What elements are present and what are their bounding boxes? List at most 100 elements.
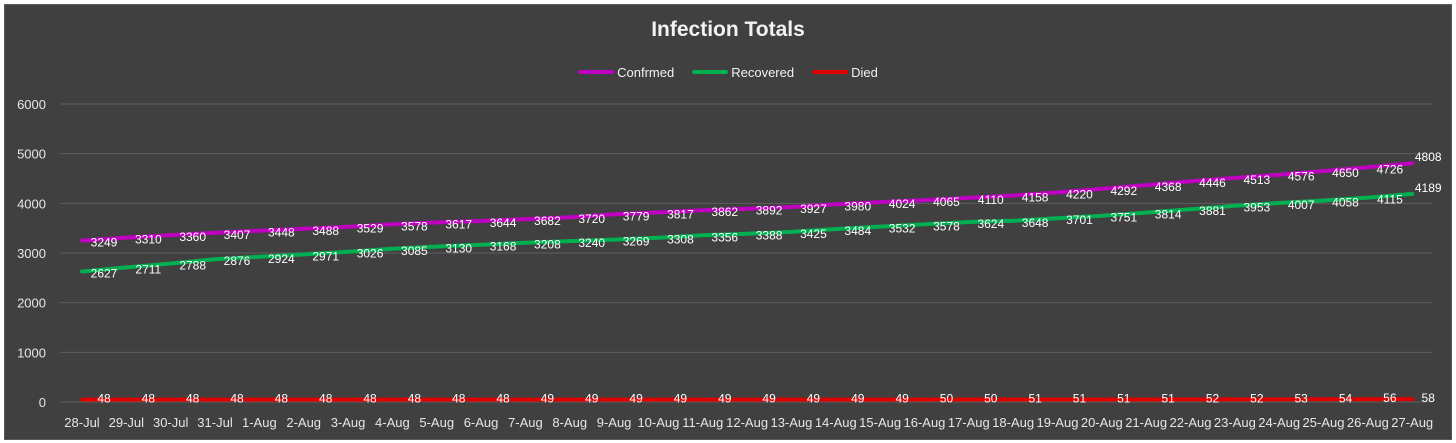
data-label: 4808 [1415,150,1442,164]
data-label: 3448 [268,226,295,240]
data-label: 3644 [490,216,517,230]
y-tick-label: 4000 [17,196,46,211]
data-label: 52 [1250,391,1264,405]
x-tick-label: 28-Jul [64,415,100,430]
data-label: 3779 [623,209,650,223]
data-label: 3269 [623,235,650,249]
data-label: 2711 [135,262,161,276]
data-label: 3624 [977,217,1004,231]
data-label: 4513 [1243,173,1270,187]
data-label: 54 [1339,391,1353,405]
x-tick-label: 17-Aug [948,415,990,430]
data-labels: 3249 3310 3360 3407 3448 3488 3529 3578 3617 3644… [91,150,1442,405]
legend-swatch-recovered [692,70,729,74]
data-label: 2876 [224,254,251,268]
data-label: 52 [1206,391,1220,405]
data-label: 3532 [889,222,916,236]
x-tick-label: 12-Aug [726,415,768,430]
data-label: 3980 [844,199,871,213]
legend: Confrmed Recovered Died [0,63,1456,81]
series-line-recovered [80,191,1415,274]
x-tick-label: 2-Aug [286,415,321,430]
chart-area[interactable] [4,4,1452,440]
data-label: 49 [629,392,643,406]
legend-label-died: Died [851,64,878,80]
data-label: 4726 [1377,162,1404,176]
legend-label-recovered: Recovered [731,64,795,80]
data-label: 3529 [357,222,384,236]
x-tick-label: 23-Aug [1214,415,1256,430]
legend-label-confirmed: Confrmed [617,64,675,80]
data-label: 58 [1422,391,1436,405]
data-label: 49 [807,392,821,406]
y-tick-label: 6000 [17,97,46,112]
data-label: 4110 [978,193,1004,207]
x-tick-label: 31-Jul [197,415,233,430]
x-tick-label: 26-Aug [1347,415,1389,430]
x-tick-label: 15-Aug [859,415,901,430]
data-label: 56 [1383,391,1397,405]
data-label: 3208 [534,238,561,252]
y-tick-label: 2000 [17,296,46,311]
data-label: 3488 [312,224,339,238]
data-label: 4368 [1155,180,1182,194]
legend-swatch-died [812,70,849,74]
data-label: 3648 [1022,216,1049,230]
x-tick-label: 21-Aug [1125,415,1167,430]
data-label: 48 [363,392,377,406]
data-label: 3130 [445,242,472,256]
x-tick-label: 25-Aug [1303,415,1345,430]
data-label: 48 [230,392,244,406]
y-tick-label: 5000 [17,147,46,162]
data-label: 2788 [179,259,206,273]
x-tick-label: 24-Aug [1258,415,1300,430]
data-label: 48 [275,392,289,406]
data-label: 51 [1073,391,1087,405]
x-tick-label: 11-Aug [682,415,723,430]
y-axis: 0 1000 2000 3000 4000 5000 6000 [17,97,46,410]
x-tick-label: 5-Aug [419,415,454,430]
legend-item-recovered: Recovered [692,65,794,80]
x-tick-label: 3-Aug [331,415,366,430]
x-tick-label: 20-Aug [1081,415,1123,430]
x-tick-label: 1-Aug [242,415,277,430]
data-label: 4650 [1332,166,1359,180]
data-label: 3484 [844,224,871,238]
x-tick-label: 30-Jul [153,415,189,430]
series-line-died [80,397,1415,402]
x-tick-label: 8-Aug [552,415,587,430]
series-line-confrmed [80,161,1415,243]
y-tick-label: 1000 [17,345,46,360]
legend-swatch-confirmed [578,70,615,74]
data-label: 4007 [1288,198,1315,212]
data-label: 4158 [1022,190,1049,204]
data-label: 3862 [711,205,738,219]
data-label: 49 [762,392,776,406]
data-label: 51 [1028,391,1042,405]
data-label: 51 [1161,391,1175,405]
data-label: 49 [585,392,599,406]
x-axis: 28-Jul 29-Jul 30-Jul 31-Jul 1-Aug 2-Aug 3-Aug 4… [64,415,1433,430]
data-label: 49 [541,392,555,406]
data-label: 51 [1117,391,1131,405]
data-label: 4065 [933,195,960,209]
data-label: 50 [940,392,954,406]
chart-title: Infection Totals [651,18,805,41]
data-label: 3240 [578,236,605,250]
gridlines [60,103,1432,403]
data-label: 3701 [1066,213,1093,227]
data-label: 3578 [401,219,428,233]
y-tick-label: 3000 [17,246,46,261]
data-label: 50 [984,392,998,406]
data-label: 2924 [268,252,295,266]
x-tick-label: 14-Aug [815,415,857,430]
data-label: 48 [186,392,200,406]
x-tick-label: 29-Jul [109,415,145,430]
data-label: 3310 [135,233,162,247]
x-tick-label: 7-Aug [508,415,543,430]
x-tick-label: 4-Aug [375,415,410,430]
data-label: 4058 [1332,195,1359,209]
data-label: 2627 [91,267,118,281]
